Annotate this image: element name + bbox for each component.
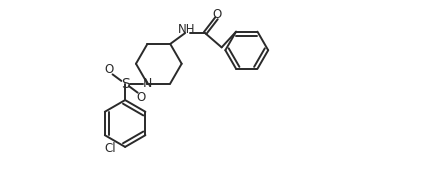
Text: S: S — [121, 76, 129, 91]
Text: O: O — [104, 63, 113, 76]
Text: NH: NH — [178, 23, 195, 36]
Text: N: N — [143, 77, 152, 90]
Text: Cl: Cl — [104, 142, 116, 155]
Text: O: O — [212, 8, 221, 21]
Text: O: O — [137, 91, 146, 104]
